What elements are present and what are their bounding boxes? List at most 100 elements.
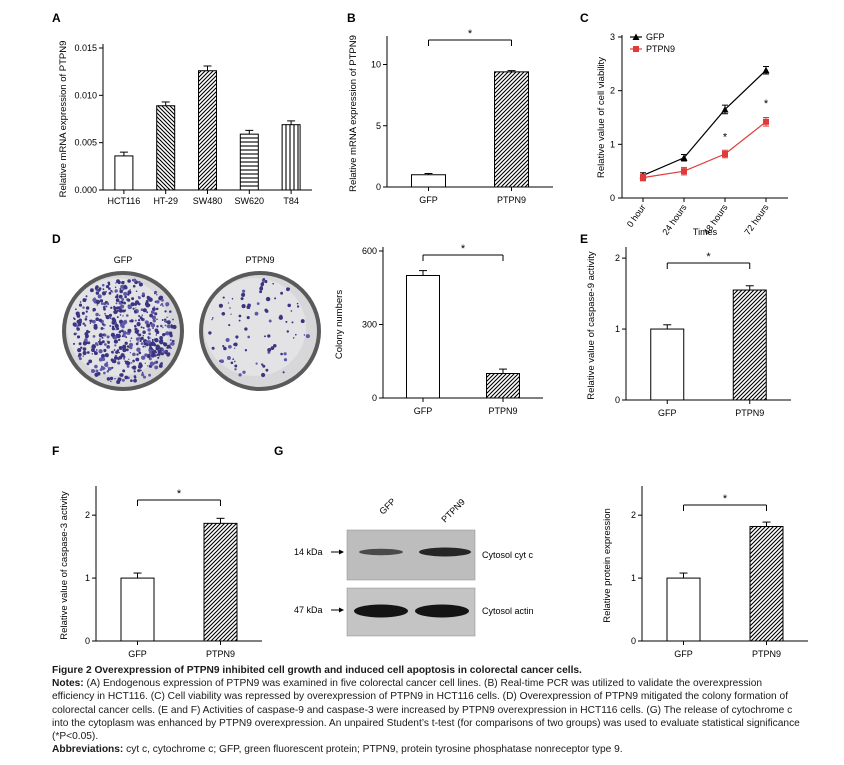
colony: [115, 302, 118, 305]
colony: [78, 353, 82, 357]
y-tick-label: 0.000: [74, 185, 97, 195]
colony: [118, 338, 121, 342]
colony: [242, 370, 246, 374]
colony: [287, 303, 291, 308]
colony: [259, 290, 263, 294]
colony: [127, 328, 132, 333]
colony: [234, 368, 237, 371]
colony: [170, 347, 172, 349]
colony: [116, 279, 120, 284]
colony: [154, 312, 158, 316]
colony: [261, 363, 264, 366]
data-point: [640, 174, 646, 181]
colony: [98, 341, 103, 346]
y-axis-label: Relative value of cell viability: [596, 57, 607, 178]
colony: [110, 380, 112, 383]
y-tick-label: 10: [371, 60, 381, 70]
colony: [72, 322, 77, 327]
colony: [166, 346, 169, 349]
blot-actin-border: [346, 587, 476, 637]
colony: [155, 330, 160, 335]
bar: [120, 577, 155, 642]
colony: [108, 313, 113, 317]
colony: [114, 378, 116, 380]
x-tick-label: PTPN9: [488, 406, 517, 416]
series-line: [642, 121, 767, 179]
colony: [132, 278, 137, 283]
legend-marker-ptpn9: [633, 46, 639, 52]
colony: [137, 341, 139, 343]
colony: [148, 332, 151, 336]
x-tick-label: PTPN9: [497, 195, 526, 205]
band-cyt-c-ptpn9: [419, 547, 471, 557]
significance-star: *: [461, 243, 466, 255]
colony: [170, 341, 175, 346]
colony: [273, 344, 277, 348]
colony: [113, 309, 118, 315]
colony: [111, 320, 116, 325]
y-axis-label: Relative value of caspase-9 activity: [586, 251, 597, 400]
colony: [260, 285, 263, 289]
colony: [111, 366, 114, 369]
colony: [98, 318, 103, 323]
colony: [98, 349, 103, 354]
colony: [107, 303, 110, 306]
colony: [132, 284, 136, 288]
colony: [106, 335, 110, 339]
y-tick-label: 3: [610, 32, 615, 42]
y-axis-label: Relative protein expression: [602, 508, 613, 623]
colony: [121, 329, 124, 333]
colony: [154, 338, 159, 343]
colony: [98, 314, 101, 317]
colony: [137, 319, 141, 322]
colony: [146, 323, 151, 328]
colony: [144, 353, 148, 357]
colony: [78, 303, 83, 307]
x-tick-label: 24 hours: [660, 202, 689, 237]
y-tick-label: 2: [631, 510, 636, 520]
colony: [153, 361, 157, 365]
colony: [118, 294, 123, 299]
colony: [278, 315, 283, 320]
colony: [144, 320, 149, 325]
colony: [104, 362, 109, 368]
y-tick-label: 1: [631, 573, 636, 583]
colony: [230, 361, 234, 365]
colony: [272, 282, 275, 285]
colony: [136, 353, 139, 356]
blot-lane-label-ptpn9: PTPN9: [439, 497, 467, 525]
colony: [107, 366, 109, 368]
colony: [280, 352, 283, 356]
colony: [105, 285, 110, 289]
y-axis-label: Relative mRNA expression of PTPN9: [58, 41, 69, 198]
x-tick-label: PTPN9: [752, 649, 781, 659]
y-tick-label: 0: [615, 395, 620, 405]
colony: [149, 313, 153, 318]
colony: [156, 318, 158, 321]
colony: [155, 346, 160, 351]
colony: [115, 328, 118, 331]
colony: [94, 372, 99, 377]
colony: [154, 365, 159, 370]
colony: [138, 362, 142, 366]
data-point: [762, 66, 770, 74]
colony: [146, 353, 151, 359]
colony: [101, 336, 104, 339]
colony: [122, 315, 124, 317]
colony: [265, 296, 271, 302]
colony: [108, 366, 112, 371]
colony: [241, 289, 246, 293]
colony: [282, 371, 285, 374]
colony: [240, 297, 244, 301]
colony: [132, 365, 137, 370]
colony: [88, 330, 91, 333]
colony: [92, 309, 95, 312]
colony: [150, 310, 155, 314]
colony: [128, 342, 134, 347]
bar: [749, 525, 784, 642]
colony: [84, 332, 89, 336]
colony: [113, 349, 116, 351]
colony: [85, 310, 88, 313]
colony: [166, 352, 170, 357]
bar: [239, 133, 259, 191]
